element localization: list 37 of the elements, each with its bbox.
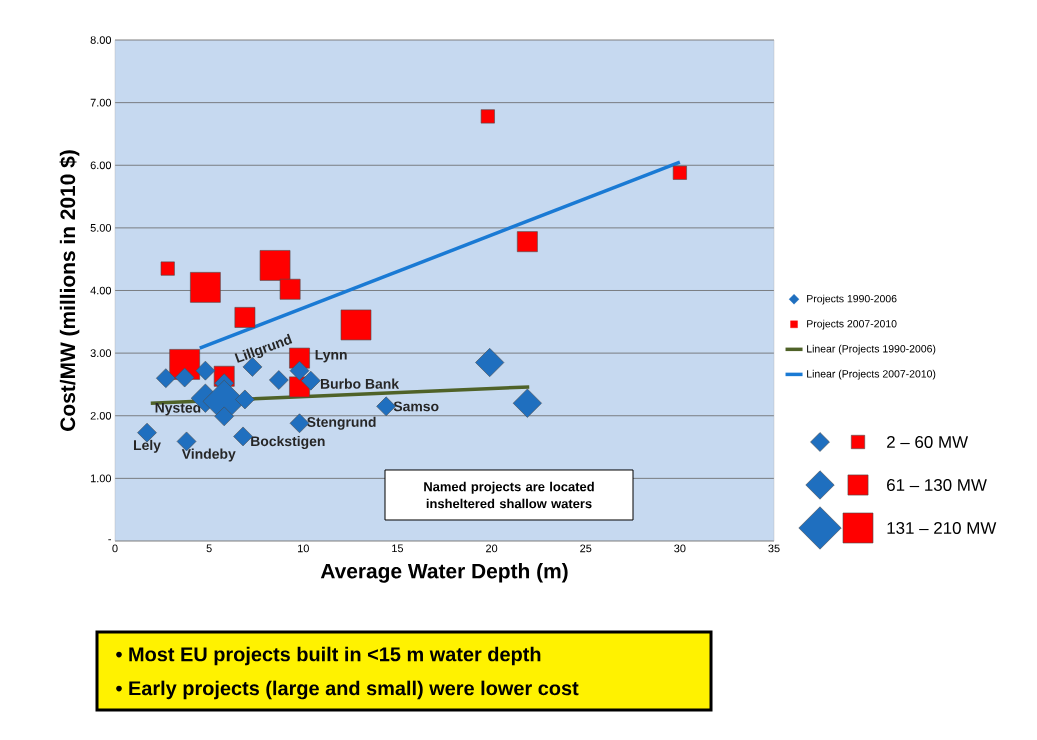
text: • Most EU projects built in <15 m water depth (116, 646, 541, 666)
annotation: Lynn (315, 349, 347, 363)
legend-label: Projects 1990-2006 (807, 294, 897, 305)
x-tick-label: 15 (392, 544, 404, 553)
x-axis-title: Average Water Depth (m) (320, 563, 568, 583)
legend-label: 131 – 210 MW (887, 522, 997, 534)
y-tick-label: 2.00 (90, 411, 112, 420)
x-tick-label: 25 (580, 544, 592, 553)
y-axis-title: Cost/MW (millions in 2010 $) (59, 150, 80, 431)
legend-label: Projects 2007-2010 (807, 319, 897, 330)
y-tick-label: 6.00 (90, 161, 112, 170)
y-tick-label: 7.00 (90, 98, 112, 107)
annotation: Nysted (155, 402, 201, 416)
annotation: Burbo Bank (320, 378, 400, 389)
legend-label: Linear (Projects 1990-2006) (807, 344, 936, 355)
legend-label: Linear (Projects 2007-2010) (807, 369, 936, 380)
annotation: Named projects are located insheltered shallow waters (424, 481, 594, 509)
legend-label: 61 – 130 MW (887, 479, 987, 491)
y-tick-label: 5.00 (90, 224, 112, 232)
y-tick-label: 4.00 (90, 286, 112, 295)
y-tick-label: - (108, 539, 111, 541)
x-tick-label: 35 (768, 544, 780, 553)
x-tick-label: 5 (206, 544, 212, 553)
x-tick-label: 0 (112, 544, 118, 553)
x-tick-label: 20 (486, 544, 498, 553)
y-tick-label: 1.00 (90, 474, 112, 483)
text: • Early projects (large and small) were lower cost (116, 680, 579, 700)
annotation: Bockstigen (251, 435, 325, 449)
x-tick-label: 30 (674, 544, 686, 553)
y-tick-label: 3.00 (90, 349, 112, 358)
annotation: Lely (133, 439, 161, 453)
annotation: Vindeby (181, 448, 236, 462)
annotation: Stengrund (307, 416, 376, 430)
legend-label: 2 – 60 MW (887, 436, 969, 448)
annotation: Samso (393, 401, 439, 412)
y-tick-label: 8.00 (90, 36, 112, 44)
x-tick-label: 10 (298, 544, 309, 553)
